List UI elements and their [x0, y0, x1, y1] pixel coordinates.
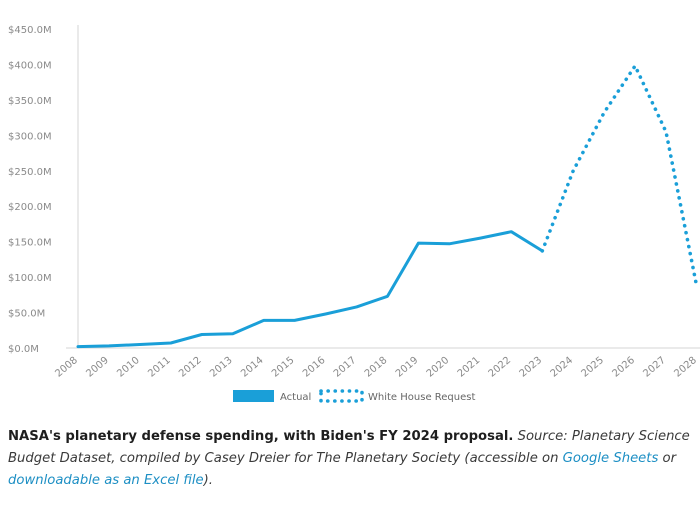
y-tick-label: $200.0M	[8, 202, 52, 213]
x-tick-label: 2011	[146, 355, 173, 380]
x-tick-label: 2009	[84, 355, 111, 380]
y-tick-label: $0.0M	[8, 344, 39, 355]
y-tick-label: $450.0M	[8, 25, 52, 36]
x-tick-label: 2024	[549, 355, 576, 380]
y-tick-label: $100.0M	[8, 273, 52, 284]
caption-title: NASA's planetary defense spending, with …	[8, 429, 514, 444]
x-tick-label: 2015	[270, 355, 297, 380]
x-tick-label: 2025	[580, 355, 607, 380]
caption-source: Source: Planetary Science Budget Dataset…	[8, 429, 690, 466]
y-tick-label: $400.0M	[8, 60, 52, 71]
y-tick-label: $250.0M	[8, 167, 52, 178]
x-tick-label: 2016	[301, 355, 328, 380]
x-tick-label: 2020	[425, 355, 452, 380]
x-tick-label: 2008	[53, 355, 80, 380]
y-tick-label: $350.0M	[8, 96, 52, 107]
legend-swatch-actual	[233, 390, 274, 402]
series-line-white-house-request	[540, 64, 699, 290]
y-axis: $0.0M $50.0M $100.0M $150.0M $200.0M $250.0M $…	[8, 25, 79, 355]
legend-label-actual: Actual	[280, 392, 311, 403]
y-tick-label: $50.0M	[8, 309, 45, 320]
figure-caption: NASA's planetary defense spending, with …	[8, 426, 698, 492]
excel-download-link[interactable]: downloadable as an Excel file	[8, 473, 204, 488]
x-tick-label: 2028	[672, 355, 699, 380]
series-line-actual	[76, 230, 544, 349]
caption-end: ).	[203, 473, 213, 488]
legend-label-white-house-request: White House Request	[368, 392, 475, 403]
caption-or: or	[662, 451, 677, 466]
y-tick-label: $150.0M	[8, 238, 52, 249]
series-layer	[76, 64, 699, 349]
x-tick-label: 2018	[363, 355, 390, 380]
x-tick-label: 2023	[518, 355, 545, 380]
x-tick-label: 2022	[487, 355, 514, 380]
legend: Actual White House Request	[233, 389, 475, 403]
x-tick-label: 2012	[177, 355, 204, 380]
x-tick-label: 2014	[239, 355, 266, 380]
x-axis: 2008 2009 2010 2011 2012 2013 2014 2015 2016 2017…	[53, 347, 700, 380]
y-tick-label: $300.0M	[8, 131, 52, 142]
x-tick-label: 2013	[208, 355, 235, 380]
line-chart: $0.0M $50.0M $100.0M $150.0M $200.0M $250.0M $…	[8, 25, 700, 403]
x-tick-label: 2021	[456, 355, 483, 380]
x-tick-label: 2017	[332, 355, 359, 380]
legend-swatch-white-house-request	[319, 389, 364, 403]
x-tick-label: 2010	[115, 355, 142, 380]
google-sheets-link[interactable]: Google Sheets	[562, 451, 659, 466]
x-tick-label: 2026	[610, 355, 637, 380]
x-tick-label: 2019	[394, 355, 421, 380]
x-tick-label: 2027	[641, 355, 668, 380]
